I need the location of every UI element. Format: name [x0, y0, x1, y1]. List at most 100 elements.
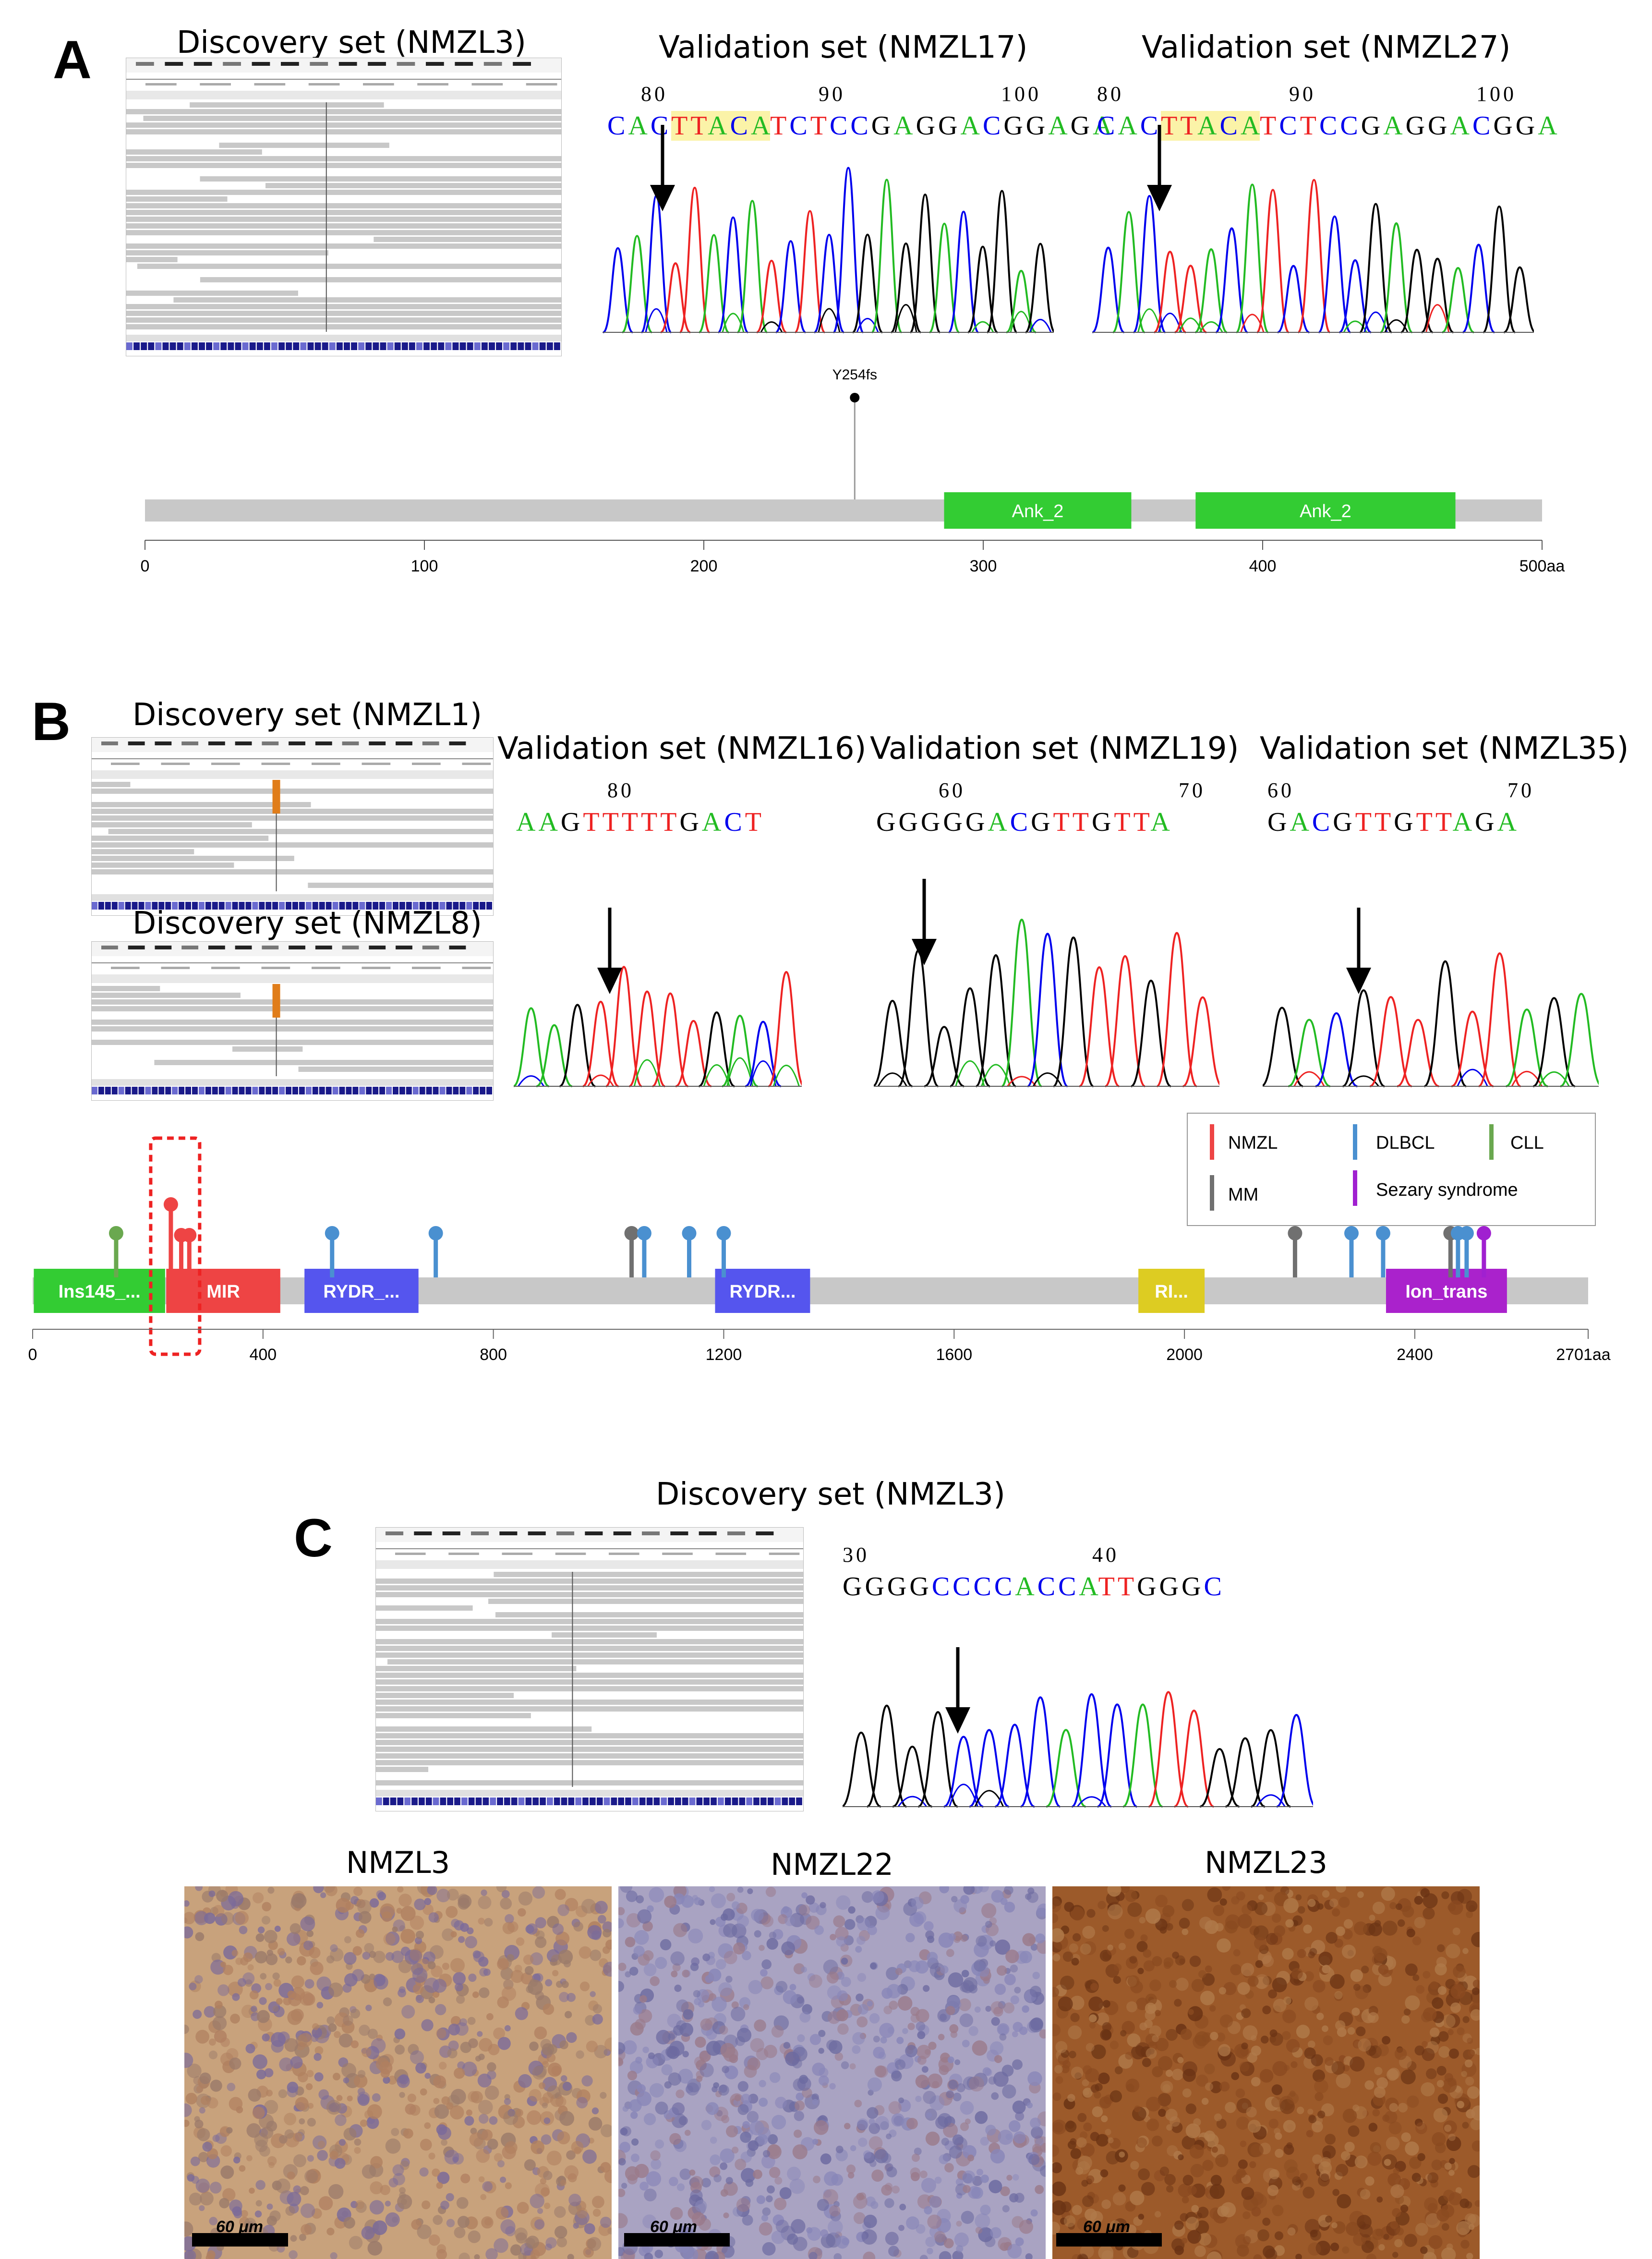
sequence-base: T	[1374, 807, 1394, 837]
chromatogram-minor-peak	[772, 1065, 800, 1087]
ihc-image-nmzl22	[618, 1886, 1046, 2259]
chromatogram-peak	[1462, 243, 1495, 333]
sequence-base: A	[893, 111, 916, 141]
sequence-base: A	[538, 807, 561, 837]
chromatogram-peak	[1025, 243, 1054, 333]
chromatogram-peak	[1174, 265, 1207, 333]
sequence-base: G	[679, 807, 702, 837]
chromatogram-minor-peak	[1457, 1069, 1488, 1087]
panel-a-protein-lollipop: Ank_2 Ank_2 Y254fs 0 100 200 300 400 500aa	[141, 367, 1565, 575]
protein-domain-ank2: Ank_2	[944, 492, 1132, 529]
chromatogram-minor-peak	[897, 1796, 927, 1807]
chromatogram-peak	[994, 1724, 1035, 1808]
sequence-base: G	[1405, 111, 1428, 141]
panel-a-letter: A	[53, 30, 92, 90]
igv-screenshot-panel-c	[375, 1527, 804, 1811]
sequence-position-number: 70	[1507, 778, 1534, 802]
sequence-base: G	[909, 1572, 932, 1602]
mutation-lollipop	[624, 1226, 639, 1277]
igv-screenshot-panel-a	[126, 58, 562, 356]
sequence-base: C	[730, 111, 751, 141]
sequence-base: A	[960, 111, 983, 141]
chromatogram-peak	[1131, 979, 1171, 1087]
sequence-base: T	[621, 807, 641, 837]
sequence-base: G	[938, 111, 961, 141]
protein-domain: RYDR_...	[304, 1269, 419, 1313]
sequence-position-numbers: 60 70	[876, 778, 1203, 807]
chromatogram-peak	[628, 990, 666, 1087]
chromatogram-minor-peak	[1033, 1072, 1062, 1087]
legend-swatch-mm	[1210, 1175, 1214, 1211]
scale-bar-nmzl3	[192, 2233, 288, 2247]
chromatogram-minor-peak	[1511, 1071, 1543, 1087]
sequence-base: G	[1025, 111, 1049, 141]
sequence-base: T	[660, 807, 680, 837]
protein-backbone	[33, 1277, 1588, 1304]
axis-tick-label: 2400	[1397, 1346, 1433, 1364]
chromatogram-minor-peak	[1029, 318, 1052, 333]
chromatogram-minor-peak	[971, 321, 994, 333]
panel-a-sequence-2: 80 90 100 CACTTACATCTCCGAGGACGGA	[1097, 82, 1560, 141]
svg-text:Ins145_...: Ins145_...	[59, 1282, 141, 1302]
panel-b-validation-title-3: Validation set (NMZL35)	[1260, 731, 1629, 766]
sequence-base: G	[965, 807, 988, 837]
sequence-position-number: 80	[607, 778, 634, 802]
sequence-base: T	[1355, 807, 1375, 837]
chromatogram-peak	[969, 1729, 1010, 1808]
sequence-position-number: 100	[1001, 82, 1041, 106]
axis-tick-label: 2000	[1166, 1346, 1203, 1364]
sequence-base: T	[1180, 111, 1198, 141]
legend-swatch-cll	[1489, 1124, 1494, 1160]
chromatogram-peak	[1276, 1714, 1313, 1808]
mutation-lollipop-head	[850, 393, 860, 402]
sequence-base: A	[628, 111, 651, 141]
chromatogram-peak	[559, 1004, 596, 1087]
chromatogram-minor-peak	[1348, 1075, 1379, 1087]
legend-label-sezary: Sezary syndrome	[1376, 1180, 1518, 1200]
igv-screenshot-nmzl1	[91, 737, 494, 916]
legend-label-mm: MM	[1228, 1185, 1259, 1205]
panel-b-protein-lollipop: Ins145_... MIR RYDR_... RYDR... RI... Ion_tra…	[28, 1136, 1611, 1364]
sequence-base: C	[1319, 111, 1340, 141]
protein-domain: RI...	[1138, 1269, 1205, 1313]
sequence-base: T	[1117, 1572, 1137, 1602]
chromatogram-peak	[1380, 222, 1413, 333]
sequence-base: G	[876, 807, 899, 837]
sequence-position-number: 60	[1267, 778, 1294, 802]
chromatogram-peak	[1148, 1691, 1189, 1808]
svg-text:Ank_2: Ank_2	[1300, 501, 1351, 522]
chromatogram-peak	[1256, 189, 1290, 333]
sequence-position-numbers: 30 40	[843, 1543, 1225, 1571]
axis-tick-label: 500aa	[1519, 557, 1565, 575]
chromatogram-peak	[514, 1007, 550, 1087]
sequence-base: T	[671, 111, 691, 141]
panel-b-sequence-3: 60 70 GACGTTGTTAGA	[1267, 778, 1531, 838]
chromatogram-peak	[1079, 966, 1120, 1087]
sequence-base: G	[1070, 111, 1093, 141]
mutation-lollipop	[682, 1226, 697, 1277]
mutation-arrow-icon	[1147, 125, 1172, 211]
chromatogram-peak	[1342, 989, 1385, 1087]
panel-b-sequence-2: 60 70 GGGGGACGTTGTTA	[876, 778, 1203, 838]
sequence-base: G	[1361, 111, 1384, 141]
chromatogram-peak	[1105, 955, 1146, 1087]
sequence-base: C	[1340, 111, 1361, 141]
chromatogram-peak	[775, 240, 806, 333]
ihc-cell-texture	[184, 1886, 612, 2259]
sequence-base: T	[745, 807, 764, 837]
chromatogram-peak	[943, 1736, 984, 1808]
sequence-base: C	[650, 111, 672, 141]
sequence-base: C	[1312, 807, 1333, 837]
sequence-position-number: 90	[819, 82, 845, 106]
mutation-lollipop	[1344, 1226, 1359, 1277]
chromatogram-peak	[1442, 267, 1474, 333]
chromatogram-minor-peak	[587, 1074, 615, 1087]
axis-tick-label: 800	[480, 1346, 507, 1364]
mutation-lollipop	[1375, 1226, 1390, 1277]
sequence-base: T	[1098, 1572, 1118, 1602]
chromatogram-peak	[768, 971, 802, 1087]
mutation-lollipop	[325, 1226, 339, 1277]
chromatogram-minor-peak	[726, 1057, 754, 1087]
sequence-base: C	[1037, 1572, 1059, 1602]
sequence-base: T	[690, 111, 708, 141]
